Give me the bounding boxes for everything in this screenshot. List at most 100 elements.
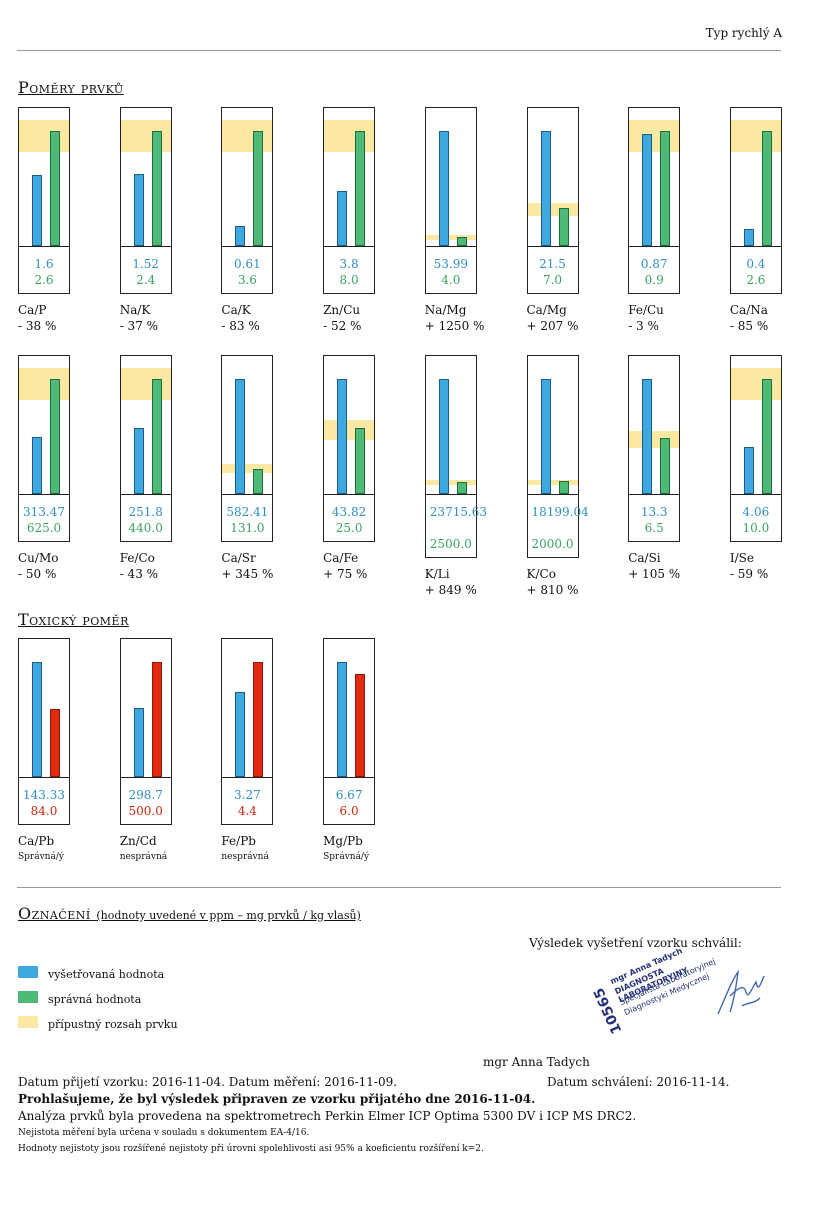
chart-box: 143.33 84.0 [18,638,70,825]
plot-area [324,639,374,777]
plot-area [120,356,171,494]
measured-value: 1.52 [132,257,160,271]
footer-uncertainty-2: Hodnoty nejistoty jsou rozšířené nejisto… [18,1144,484,1154]
legend-swatch-correct [18,991,38,1003]
measured-value: 23715.63 [429,505,488,519]
plot-area [222,639,272,777]
plot-separator [19,246,69,247]
signatory-name: mgr Anna Tadych [483,1055,590,1069]
ratio-deviation: + 810 % [526,583,579,597]
chart-box: 4.06 10.0 [729,355,782,542]
plot-separator [19,494,69,495]
acceptable-range-band [425,480,476,485]
measured-value: 18199.04 [531,505,589,519]
correct-bar [558,208,569,246]
acceptable-range-band [425,234,476,241]
ratio-deviation: - 50 % [18,567,57,581]
acceptable-range-band [324,119,375,152]
ratio-deviation: - 85 % [729,319,769,333]
correct-bar [355,131,366,246]
ratio-deviation: - 3 % [628,319,659,333]
plot-area [425,108,476,246]
legend-title: Označení [18,904,91,923]
correct-value: 6.0 [339,804,359,818]
acceptable-range-band [120,119,171,152]
measured-value: 43.82 [331,505,367,519]
correct-bar [761,379,772,494]
correct-value: 10.0 [742,521,770,535]
legend-label-range: přípustný rozsah prvku [48,1018,178,1031]
acceptable-range-band [730,119,781,152]
correct-bar [151,662,162,777]
ratio-label: K/Li [424,567,450,581]
ratio-status: nesprávná [119,852,168,862]
correct-value: 2500.0 [429,537,472,551]
acceptable-range-band [730,367,781,400]
measured-value: 4.06 [742,505,770,519]
correct-value: 0.9 [644,273,664,287]
correct-value: 7.0 [542,273,563,287]
ratio-deviation: + 105 % [628,567,681,581]
ratio-status: Správná/ý [323,852,370,862]
legend-heading: Označení (hodnoty uvedené v ppm – mg prv… [18,904,361,923]
report-type-label: Typ rychlý A [705,26,782,40]
measured-value: 298.7 [128,788,163,802]
acceptable-range-band [629,119,680,152]
correct-bar [355,673,366,777]
chart-box: 0.61 3.6 [221,107,274,294]
legend-swatch-range [18,1016,38,1028]
correct-bar [761,131,772,246]
acceptable-range-band [19,367,69,400]
chart-box: 1.52 2.4 [119,107,172,294]
chart-box: 53.99 4.0 [424,107,477,294]
ratio-deviation: + 1250 % [424,319,485,333]
acceptable-range-band [222,119,273,152]
plot-separator [425,494,476,495]
plot-area [324,356,375,494]
plot-separator [425,246,476,247]
plot-area [629,108,680,246]
plot-area [222,108,273,246]
correct-bar [50,379,60,494]
correct-value: 440.0 [128,521,163,535]
correct-bar [355,428,366,494]
plot-separator [19,777,69,778]
top-divider [17,50,781,51]
measured-value: 13.3 [640,505,668,519]
correct-bar [151,131,162,246]
ratio-label: Ca/Fe [323,551,359,565]
chart-box: 0.87 0.9 [628,107,681,294]
legend-label-correct: správná hodnota [48,993,142,1006]
correct-value: 625.0 [26,521,62,535]
correct-value: 25.0 [335,521,363,535]
correct-bar [558,481,569,494]
plot-area [120,108,171,246]
correct-value: 84.0 [30,804,58,818]
ratio-deviation: - 38 % [18,319,57,333]
plot-area [19,108,69,246]
ratio-label: Ca/Mg [526,303,567,317]
measured-bar [32,662,42,777]
chart-box: 0.4 2.6 [729,107,782,294]
plot-separator [222,777,273,778]
chart-box: 1.6 2.6 [18,107,70,294]
ratio-deviation: + 345 % [221,567,274,581]
approved-by-label: Výsledek vyšetření vzorku schválil: [529,936,742,950]
measured-bar [743,228,754,246]
measured-bar [337,190,348,246]
plot-area [324,108,375,246]
ratio-label: Mg/Pb [323,834,363,848]
measured-value: 0.61 [234,257,261,271]
measured-bar [235,226,246,246]
measured-bar [743,446,754,494]
acceptable-range-band [120,367,171,400]
correct-value: 6.5 [644,521,664,535]
plot-area [527,108,578,246]
ratios-heading: Poměry prvků [18,78,124,97]
ratio-deviation: - 52 % [323,319,362,333]
chart-box: 18199.04 2000.0 [526,355,589,558]
measured-bar [642,134,653,246]
plot-area [19,639,69,777]
correct-value: 2.6 [34,273,54,287]
chart-box: 3.8 8.0 [323,107,376,294]
